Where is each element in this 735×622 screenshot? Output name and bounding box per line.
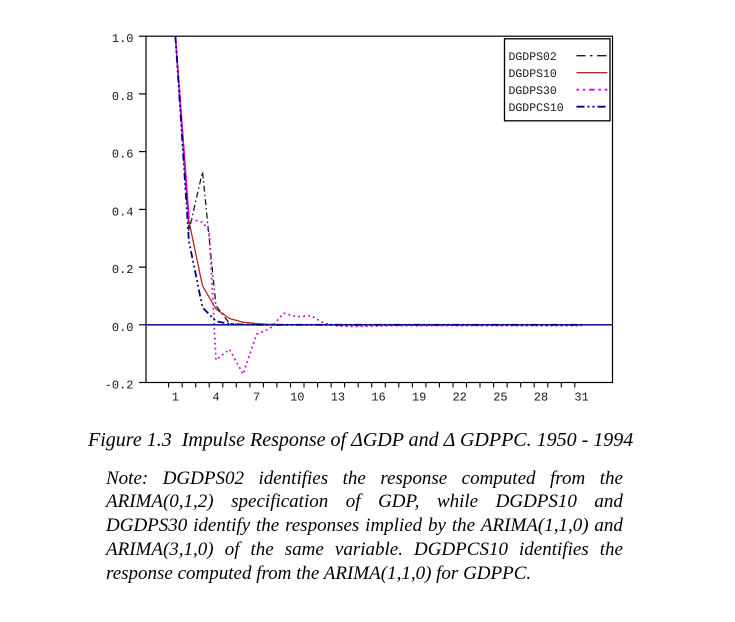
- svg-text:DGDPCS10: DGDPCS10: [509, 102, 564, 115]
- svg-text:19: 19: [412, 391, 426, 405]
- svg-text:1: 1: [172, 391, 179, 405]
- svg-text:13: 13: [331, 391, 345, 405]
- svg-text:16: 16: [371, 391, 385, 405]
- svg-text:0.2: 0.2: [112, 263, 134, 277]
- svg-text:31: 31: [574, 391, 588, 405]
- svg-text:0.0: 0.0: [112, 321, 134, 335]
- svg-text:DGDPS10: DGDPS10: [509, 68, 557, 81]
- svg-text:DGDPS02: DGDPS02: [509, 51, 557, 64]
- svg-text:1.0: 1.0: [112, 32, 134, 46]
- svg-text:4: 4: [212, 391, 219, 405]
- svg-text:28: 28: [534, 391, 548, 405]
- svg-text:0.8: 0.8: [112, 90, 134, 104]
- svg-text:7: 7: [253, 391, 260, 405]
- svg-text:10: 10: [290, 391, 304, 405]
- svg-text:DGDPS30: DGDPS30: [509, 85, 557, 98]
- svg-text:0.6: 0.6: [112, 148, 134, 162]
- svg-text:25: 25: [493, 391, 507, 405]
- svg-text:22: 22: [452, 391, 466, 405]
- svg-text:-0.2: -0.2: [105, 379, 134, 393]
- svg-text:0.4: 0.4: [112, 205, 134, 219]
